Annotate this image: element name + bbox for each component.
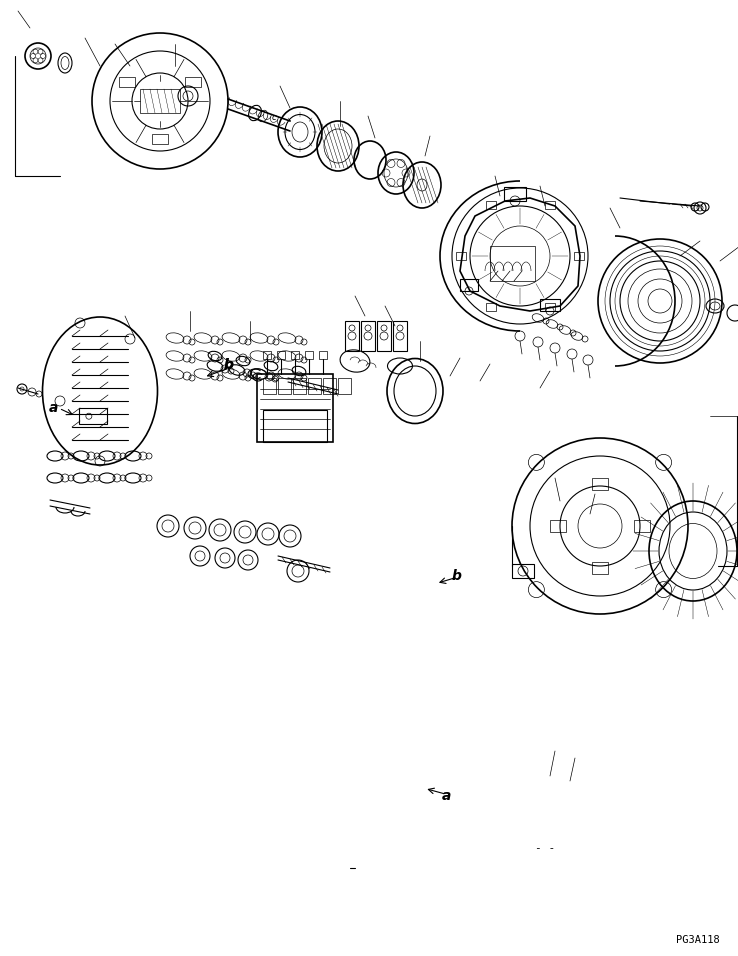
- Bar: [486, 201, 495, 209]
- Bar: [305, 351, 313, 359]
- Bar: [257, 374, 333, 442]
- Bar: [460, 279, 478, 291]
- Bar: [486, 303, 495, 311]
- Text: b: b: [224, 358, 234, 372]
- Bar: [550, 520, 566, 532]
- Bar: [592, 478, 608, 490]
- Bar: [504, 187, 526, 201]
- Text: c: c: [272, 113, 277, 121]
- Bar: [512, 564, 534, 578]
- Text: a: a: [442, 790, 451, 803]
- Bar: [293, 378, 306, 394]
- Bar: [278, 378, 291, 394]
- Bar: [263, 410, 327, 442]
- Bar: [456, 252, 466, 260]
- Bar: [152, 134, 168, 144]
- Bar: [592, 562, 608, 574]
- Bar: [140, 89, 180, 113]
- Bar: [119, 77, 135, 87]
- Bar: [291, 351, 299, 359]
- Bar: [634, 520, 650, 532]
- Text: b: b: [224, 358, 234, 372]
- Bar: [338, 378, 351, 394]
- Bar: [308, 378, 321, 394]
- Bar: [79, 408, 107, 424]
- Bar: [319, 351, 327, 359]
- Bar: [545, 303, 554, 311]
- Text: - -: - -: [535, 843, 555, 853]
- Bar: [185, 77, 201, 87]
- Bar: [393, 321, 407, 351]
- Text: PG3A118: PG3A118: [676, 935, 720, 945]
- Bar: [540, 299, 560, 311]
- Bar: [377, 321, 391, 351]
- Bar: [545, 201, 554, 209]
- Bar: [361, 321, 375, 351]
- Text: a: a: [49, 402, 58, 415]
- Text: b: b: [451, 569, 461, 582]
- Bar: [345, 321, 359, 351]
- Bar: [277, 351, 285, 359]
- Bar: [263, 378, 276, 394]
- Bar: [490, 246, 535, 281]
- Bar: [323, 378, 336, 394]
- Bar: [263, 351, 271, 359]
- Bar: [574, 252, 584, 260]
